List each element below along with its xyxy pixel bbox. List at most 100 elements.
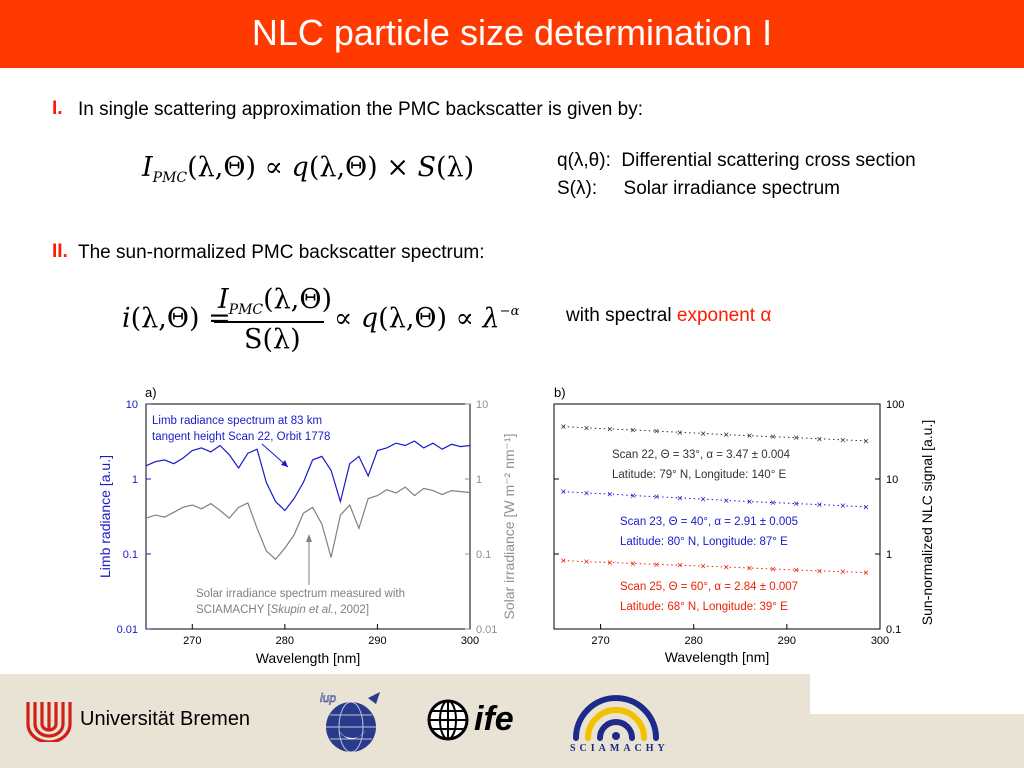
data-point-2: × (607, 490, 613, 501)
y-tick-label-right: 10 (476, 399, 488, 411)
section-1-text: In single scattering approximation the P… (78, 99, 643, 120)
panel-label: b) (554, 385, 566, 400)
y-tick-label-right: 0.01 (476, 624, 497, 636)
data-point-1: × (840, 435, 846, 446)
data-point-3: × (584, 557, 590, 568)
x-tick-label: 290 (368, 635, 386, 647)
data-point-2: × (840, 501, 846, 512)
x-tick-label: 300 (461, 635, 479, 647)
series-line-2 (563, 491, 867, 508)
data-point-3: × (560, 556, 566, 567)
definitions: q(λ,θ): Differential scattering cross se… (557, 147, 916, 203)
data-point-3: × (863, 568, 869, 579)
annotation-solar-line2: SCIAMACHY [Skupin et al., 2002] (196, 604, 369, 616)
annotation-limb-arrowhead (281, 460, 288, 467)
panel-label: a) (145, 385, 157, 400)
uni-bremen-logo-icon (26, 702, 72, 742)
y-axis-label-right: Sun-normalized NLC signal [a.u.] (919, 420, 935, 625)
data-point-1: × (793, 433, 799, 444)
y-tick-label-left: 0.1 (123, 549, 138, 561)
series-line-1 (563, 426, 867, 442)
series-line-3 (563, 560, 867, 574)
data-point-1: × (700, 429, 706, 440)
x-tick-label: 300 (871, 635, 889, 647)
chart-a: a) 0.01 0.01 0.1 0.1 1 1 10 10 270 280 290 300 Wavele… (97, 385, 517, 666)
annotation-solar-line1: Solar irradiance spectrum measured with (196, 588, 405, 600)
data-point-2: × (584, 489, 590, 500)
data-point-3: × (700, 562, 706, 573)
x-axis-label: Wavelength [nm] (256, 650, 361, 666)
chart-b: b) 0.1 1 10 100 270 280 290 300 Wavelength [nm] Su… (553, 385, 935, 665)
y-tick-label-left: 0.01 (117, 624, 138, 636)
y-tick-label-right: 10 (886, 474, 898, 486)
data-point-3: × (677, 561, 683, 572)
section-2-text: The sun-normalized PMC backscatter spect… (78, 242, 485, 263)
data-point-3: × (654, 560, 660, 571)
ife-logo-text: ife (474, 700, 514, 738)
series-label-1-line1: Scan 22, Θ = 33°, α = 3.47 ± 0.004 (612, 449, 791, 461)
data-point-1: × (654, 427, 660, 438)
series-label-3-line2: Latitude: 68° N, Longitude: 39° E (620, 601, 788, 613)
data-point-1: × (723, 430, 729, 441)
series-label-2-line2: Latitude: 80° N, Longitude: 87° E (620, 536, 788, 548)
ife-globe-icon (427, 699, 469, 741)
sciamachy-logo-icon (573, 695, 659, 741)
annotation-solar-arrowhead (306, 534, 312, 542)
data-point-2: × (723, 496, 729, 507)
x-tick-label: 290 (778, 635, 796, 647)
data-point-1: × (584, 423, 590, 434)
data-point-2: × (817, 500, 823, 511)
y-tick-label-right: 1 (476, 474, 482, 486)
x-tick-label: 270 (591, 635, 609, 647)
university-name: Universität Bremen (80, 708, 251, 730)
exponent-note: with spectral exponent α (566, 305, 772, 326)
data-point-1: × (607, 424, 613, 435)
data-point-2: × (770, 498, 776, 509)
y-axis-label-right: Solar irradiance [W m⁻² nm⁻¹] (501, 434, 517, 620)
data-point-1: × (817, 434, 823, 445)
series-label-2-line1: Scan 23, Θ = 40°, α = 2.91 ± 0.005 (620, 516, 798, 528)
data-point-1: × (747, 431, 753, 442)
footer-corner (810, 674, 1024, 714)
y-axis-label-left: Limb radiance [a.u.] (97, 455, 113, 578)
definition-s: S(λ): Solar irradiance spectrum (557, 178, 840, 199)
data-point-1: × (630, 426, 636, 437)
y-tick-label-right: 0.1 (886, 624, 901, 636)
x-tick-label: 270 (183, 635, 201, 647)
y-tick-label-right: 0.1 (476, 549, 491, 561)
data-point-3: × (840, 567, 846, 578)
data-point-2: × (700, 495, 706, 506)
data-point-3: × (770, 565, 776, 576)
y-tick-label-left: 1 (132, 474, 138, 486)
data-point-2: × (630, 491, 636, 502)
x-tick-label: 280 (685, 635, 703, 647)
data-point-2: × (677, 493, 683, 504)
iup-logo-icon: iup (320, 691, 380, 753)
data-point-3: × (607, 558, 613, 569)
data-point-2: × (793, 499, 799, 510)
annotation-limb-line1: Limb radiance spectrum at 83 km (152, 415, 322, 427)
y-tick-label-right: 100 (886, 399, 904, 411)
annotation-limb-line2: tangent height Scan 22, Orbit 1778 (152, 431, 330, 443)
series-label-1-line2: Latitude: 79° N, Longitude: 140° E (612, 469, 786, 481)
data-point-1: × (560, 422, 566, 433)
title-bar: NLC particle size determination I (0, 0, 1024, 68)
definition-q: q(λ,θ): Differential scattering cross se… (557, 150, 916, 171)
equation-1: IPMC(λ,Θ) ∝ q(λ,Θ) × S(λ) (142, 152, 475, 186)
data-point-1: × (770, 432, 776, 443)
plot-frame (553, 403, 881, 630)
data-point-3: × (630, 559, 636, 570)
sciamachy-logo-text: SCIAMACHY (570, 743, 669, 754)
limb-radiance-line (145, 440, 471, 512)
data-point-2: × (747, 497, 753, 508)
data-point-2: × (654, 492, 660, 503)
series-label-3-line1: Scan 25, Θ = 60°, α = 2.84 ± 0.007 (620, 581, 798, 593)
section-1-label: I. (52, 98, 63, 119)
plot-frame (145, 403, 471, 630)
data-point-2: × (863, 502, 869, 513)
fraction-bar (214, 321, 324, 323)
data-point-3: × (723, 563, 729, 574)
data-point-1: × (863, 436, 869, 447)
data-point-3: × (817, 566, 823, 577)
y-tick-label-right: 1 (886, 549, 892, 561)
